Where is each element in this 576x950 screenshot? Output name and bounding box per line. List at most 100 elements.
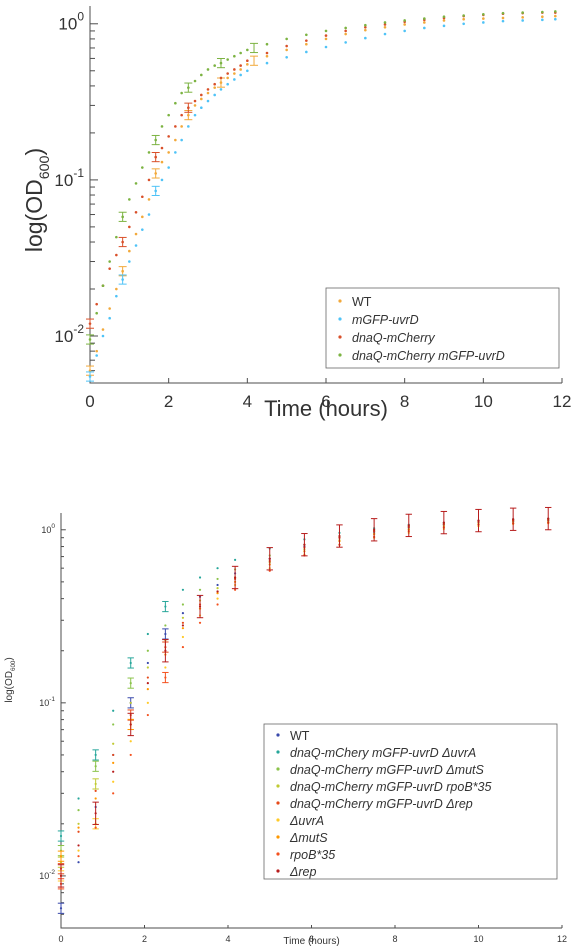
data-point <box>482 13 485 16</box>
data-point <box>364 28 367 32</box>
data-point <box>167 135 170 138</box>
error-bar <box>86 334 94 345</box>
data-point <box>134 182 138 185</box>
data-point <box>146 713 149 717</box>
series-9 <box>57 506 552 888</box>
y-axis-label-close: ) <box>21 148 47 156</box>
data-point <box>226 82 229 86</box>
x-tick-label: 10 <box>473 934 483 944</box>
data-point <box>77 844 80 847</box>
data-point <box>501 16 505 20</box>
data-point <box>164 624 167 627</box>
data-point <box>423 17 426 20</box>
data-point <box>200 93 203 97</box>
data-point <box>285 44 288 48</box>
data-point <box>233 54 236 58</box>
legend-label: ΔmutS <box>289 831 328 845</box>
data-point <box>187 125 190 128</box>
data-point <box>442 15 446 19</box>
data-point <box>77 797 80 800</box>
data-point <box>180 138 183 142</box>
data-point <box>181 621 185 624</box>
data-point <box>233 68 236 71</box>
x-tick-label: 8 <box>392 934 397 944</box>
legend-label: dnaQ-mCherry <box>352 331 435 345</box>
legend-marker <box>276 852 280 856</box>
error-bar <box>216 77 225 88</box>
data-point <box>167 166 170 169</box>
data-point <box>193 79 197 83</box>
data-point <box>206 91 210 95</box>
data-point <box>146 688 149 691</box>
data-point <box>462 14 465 17</box>
error-bar <box>440 510 448 535</box>
legend-label: ΔuvrA <box>289 814 324 828</box>
x-tick-label: 2 <box>164 392 173 411</box>
data-point <box>383 21 387 24</box>
data-point <box>180 91 183 95</box>
data-point <box>216 577 219 581</box>
x-tick-label: 0 <box>85 392 94 411</box>
data-point <box>233 558 237 561</box>
data-point <box>129 740 132 743</box>
legend-marker <box>338 299 342 303</box>
data-point <box>403 23 406 26</box>
data-point <box>167 151 170 154</box>
data-point <box>77 809 80 812</box>
error-bar <box>184 102 193 113</box>
data-point <box>442 24 446 28</box>
error-bar <box>162 628 169 640</box>
legend-marker <box>276 835 280 839</box>
error-bar <box>57 850 65 862</box>
data-point <box>206 88 210 91</box>
x-tick-label: 2 <box>142 934 147 944</box>
error-bar <box>266 547 273 571</box>
data-point <box>423 21 426 24</box>
data-point <box>181 627 185 630</box>
error-bar <box>118 211 127 222</box>
data-point <box>146 649 149 652</box>
data-point <box>305 42 308 46</box>
data-point <box>554 17 557 21</box>
data-point <box>101 284 105 288</box>
data-point <box>213 64 216 67</box>
data-point <box>213 93 216 97</box>
data-point <box>180 113 183 117</box>
data-point <box>115 235 118 239</box>
data-point <box>160 160 164 164</box>
x-tick-label: 12 <box>557 934 567 944</box>
legend-label: mGFP-uvrD <box>352 313 419 327</box>
data-point <box>554 14 557 18</box>
legend-marker <box>276 733 280 737</box>
data-point <box>128 260 131 263</box>
data-point <box>181 624 185 627</box>
data-point <box>95 354 98 357</box>
data-point <box>383 25 387 29</box>
y-tick-base: 10 <box>54 327 73 346</box>
data-point <box>233 72 236 75</box>
error-bar <box>118 266 127 277</box>
data-point <box>141 195 144 199</box>
data-point <box>115 287 118 291</box>
data-point <box>206 68 210 71</box>
data-point <box>147 178 151 182</box>
data-point <box>265 51 269 55</box>
data-point <box>146 666 149 669</box>
data-point <box>174 125 177 128</box>
data-point <box>128 225 131 229</box>
data-point <box>285 37 288 41</box>
data-point <box>181 603 185 606</box>
data-point <box>233 78 236 81</box>
y-axis-label-main: log(OD <box>21 179 47 252</box>
y-axis-label: log(OD600) <box>4 657 17 702</box>
error-bar <box>57 902 65 914</box>
data-point <box>112 723 115 726</box>
data-point <box>181 612 185 615</box>
data-point <box>112 709 115 712</box>
data-point <box>554 10 557 13</box>
error-bar <box>127 657 134 669</box>
error-bar <box>216 58 225 69</box>
data-point <box>364 36 367 40</box>
data-point <box>246 69 249 73</box>
